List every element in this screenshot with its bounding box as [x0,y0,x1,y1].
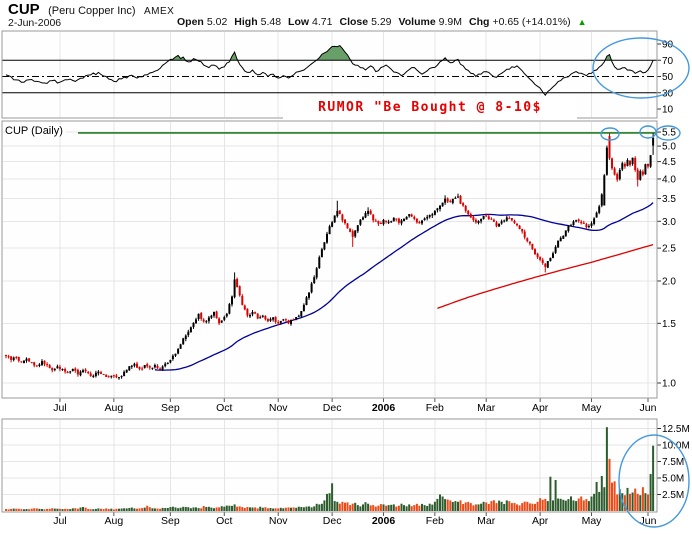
highlight-ellipse [618,434,690,528]
month-label: 2006 [372,515,396,527]
month-label: Mar [477,402,496,414]
price-pane-title: CUP (Daily) [5,125,66,137]
ticker-symbol: CUP [8,1,40,18]
x-axis-labels: Jul Jul Aug Aug Sep Sep Oct Oct Nov Nov Dec Dec 2006… [53,398,657,527]
rsi-tick-label: 50 [662,72,674,83]
volume-label: Volume [398,16,436,28]
close-value: 5.29 [371,16,392,28]
close-label: Close [339,16,369,28]
ma200-polyline [437,243,654,310]
rsi-overbought-fill [6,45,654,61]
price-tick-label: 5.0 [662,142,676,153]
month-label: Aug [105,515,124,527]
low-label: Low [288,16,310,28]
month-gridlines [59,32,649,511]
month-label: Sep [161,402,180,414]
volume-bars [5,427,655,511]
volume-tick-label: 7.5M [662,457,684,468]
price-tick-label: 4.5 [662,157,676,168]
month-label: May [582,515,603,527]
rsi-tick-label: 10 [662,105,674,116]
volume-tick-label: 5.0M [662,474,684,485]
high-value: 5.48 [260,16,282,28]
volume-tick-label: 12.5M [662,424,690,435]
chart-date: 2-Jun-2006 [8,17,62,29]
price-tick-label: 1.0 [662,379,676,390]
month-label: 2006 [372,402,396,414]
chart-header: CUP (Peru Copper Inc) AMEX [8,1,174,19]
month-label: Nov [269,402,288,414]
change-label: Chg [469,16,490,28]
price-tick-label: 1.5 [662,319,676,330]
ma200-line [437,243,654,310]
month-label: Dec [323,402,342,414]
month-label: Mar [477,515,496,527]
highlight-ellipse [592,37,690,99]
month-label: Apr [532,515,549,527]
month-label: Apr [532,402,549,414]
highlight-ellipses [592,37,690,528]
high-label: High [234,16,258,28]
change-up-icon: ▲ [577,17,587,27]
month-label: May [582,402,603,414]
company-name: (Peru Copper Inc) [48,5,136,17]
volume-value: 9.9M [438,16,463,28]
highlight-ellipse [600,127,620,141]
month-label: Feb [426,515,444,527]
price-pane [2,121,657,398]
month-label: Aug [105,402,124,414]
exchange-label: AMEX [144,6,175,17]
rsi-line [5,44,654,97]
month-label: Jun [640,515,657,527]
open-label: Open [177,16,204,28]
candlesticks [5,132,655,380]
price-tick-label: 5.5 [662,128,676,139]
price-tick-label: 2.5 [662,244,676,255]
price-tick-label: 3.5 [662,194,676,205]
rsi-indicator [2,44,657,97]
month-label: Feb [426,402,444,414]
month-label: Jul [53,402,66,414]
highlight-ellipse [639,125,657,139]
pane-backgrounds [2,31,657,512]
open-value: 5.02 [206,16,228,28]
price-pane-border [1,120,658,399]
month-label: Oct [216,515,232,527]
low-value: 4.71 [312,16,333,28]
rsi-tick-label: 90 [662,40,674,51]
month-label: Jul [53,515,66,527]
price-tick-label: 4.0 [662,174,676,185]
rsi-tick-label: 70 [662,56,674,67]
month-label: Sep [161,515,180,527]
month-label: Oct [216,402,232,414]
month-label: Dec [323,515,342,527]
month-label: Nov [269,515,288,527]
price-tick-label: 2.0 [662,276,676,287]
price-tick-label: 3.0 [662,217,676,228]
change-value: +0.65 (+14.01%) [492,16,571,28]
volume-tick-label: 2.5M [662,490,684,501]
y-axis-labels: 90 70 50 30 10 5.5 5.0 4.5 4.0 3.5 3.0 2.5 2.0 1.5 1.0… [657,40,690,501]
rumor-annotation: RUMOR "Be Bought @ 8-10$ [283,96,577,120]
month-label: Jun [640,402,657,414]
rsi-tick-label: 30 [662,88,674,99]
quote-summary: Open 5.02 High 5.48 Low 4.71 Close 5.29 Volume 9.… [177,16,587,28]
volume-pane-border [1,418,658,513]
